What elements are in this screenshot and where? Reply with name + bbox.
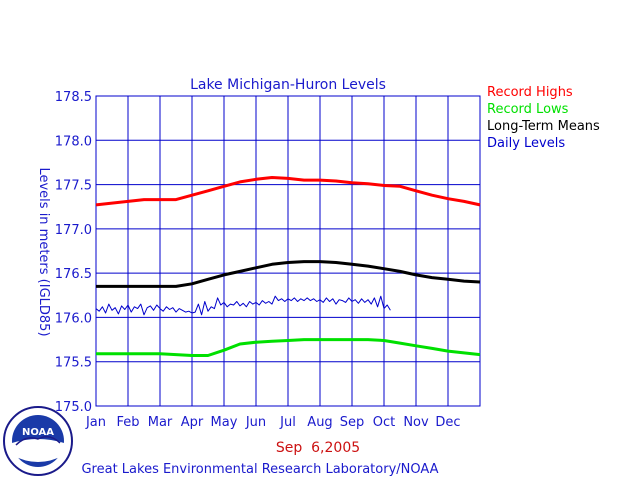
series-line-long-term-means (96, 260, 481, 288)
y-tick-labels: 178.5 178.0 177.5 177.0 176.5 176.0 175.5 175.0 (55, 90, 92, 415)
x-tick-label: Mar (148, 415, 173, 430)
legend: Record Highs Record Lows Long-Term Means Da… (487, 85, 600, 151)
date-label: Sep 6,2005 (276, 440, 360, 456)
x-tick-label: Jan (85, 415, 106, 430)
series-line-record-lows (96, 338, 481, 357)
x-tick-label: Feb (116, 415, 139, 430)
x-tick-label: Aug (307, 415, 332, 430)
legend-entry: Long-Term Means (487, 119, 600, 134)
legend-entry: Daily Levels (487, 136, 565, 151)
y-tick-label: 176.0 (55, 311, 92, 326)
series-line-record-highs (95, 176, 481, 207)
x-tick-label: Jun (245, 415, 266, 430)
y-tick-label: 177.5 (55, 179, 92, 194)
x-tick-label: Apr (181, 415, 204, 430)
y-tick-label: 175.5 (55, 356, 92, 371)
x-tick-label: Oct (373, 415, 395, 430)
x-tick-label: Nov (403, 415, 429, 430)
series-lines (95, 176, 481, 357)
y-tick-label: 177.0 (55, 223, 92, 238)
chart-title: Lake Michigan-Huron Levels (190, 77, 386, 93)
credit-text: Great Lakes Environmental Research Labor… (81, 462, 438, 477)
plot-grid (95, 95, 481, 407)
y-tick-label: 175.0 (55, 400, 92, 415)
x-tick-label: Dec (435, 415, 460, 430)
x-tick-labels: Jan Feb Mar Apr May Jun Jul Aug Sep Oct Nov Dec (85, 415, 461, 430)
y-tick-label: 178.5 (55, 90, 92, 105)
legend-entry: Record Highs (487, 85, 573, 100)
x-tick-label: Jul (279, 415, 296, 430)
x-tick-label: Sep (340, 415, 365, 430)
series-line-daily-levels (95, 295, 391, 316)
svg-text:NOAA: NOAA (22, 427, 54, 438)
y-tick-label: 178.0 (55, 134, 92, 149)
x-tick-label: May (211, 415, 238, 430)
legend-entry: Record Lows (487, 102, 569, 117)
y-axis-label: Levels in meters (IGLD85) (36, 167, 51, 336)
y-tick-label: 176.5 (55, 267, 92, 282)
noaa-logo: NOAA (3, 406, 73, 476)
